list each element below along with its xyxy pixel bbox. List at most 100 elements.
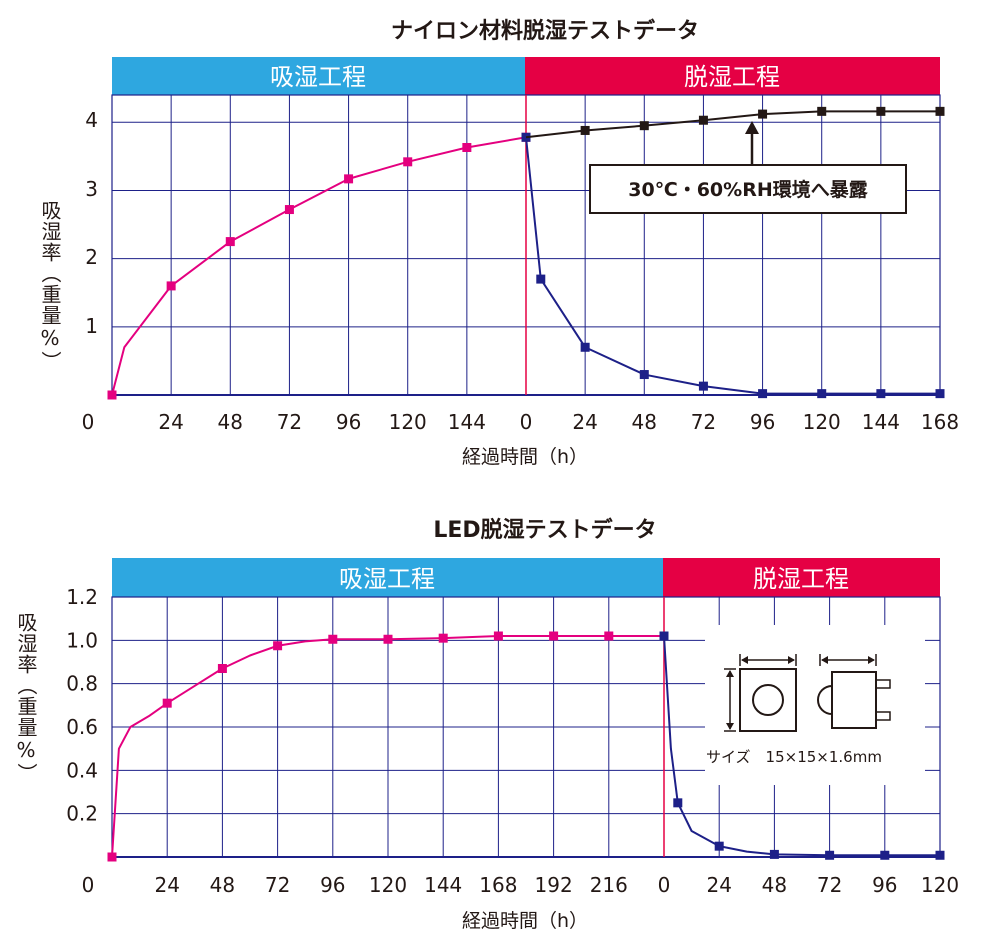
- data-point-marker: [673, 798, 683, 808]
- data-point-marker: [698, 115, 708, 125]
- callout-box: [589, 164, 907, 214]
- data-point-marker: [107, 852, 117, 862]
- data-point-marker: [639, 370, 649, 380]
- led-front-view: [739, 668, 797, 732]
- data-point-marker: [880, 850, 890, 860]
- chart1-zero-label: 0: [82, 410, 95, 434]
- chart1-phase-dry-label: 脱湿工程: [684, 63, 780, 91]
- chart1-ylabel: 吸湿率（重量%）: [38, 200, 62, 372]
- xtick-label: 0: [520, 410, 533, 434]
- data-point-marker: [698, 381, 708, 391]
- xtick-label: 144: [424, 873, 462, 897]
- led-size-inset: サイズ 15×15×1.6mm: [705, 625, 925, 785]
- chart1-xtick-labels: 24 48 72 96 120 144 0 24 48 72 96 120 144 168: [158, 410, 959, 434]
- data-point-marker: [714, 841, 724, 851]
- chart1-phase-dry-band: [525, 57, 940, 95]
- data-point-marker: [639, 121, 649, 131]
- data-point-marker: [876, 106, 886, 116]
- xtick-label: 0: [658, 873, 671, 897]
- xtick-label: 72: [277, 410, 302, 434]
- ytick-label: 1.0: [66, 628, 98, 652]
- data-point-marker: [876, 389, 886, 399]
- xtick-label: 72: [817, 873, 842, 897]
- led-lead-bottom: [875, 711, 891, 721]
- xtick-label: 144: [862, 410, 900, 434]
- data-point-marker: [935, 106, 945, 116]
- xtick-label: 24: [158, 410, 183, 434]
- data-point-marker: [549, 631, 559, 641]
- chart2-xtick-labels: 24 48 72 96 120 144 168 192 216 0 24 48 72 96 120: [154, 873, 959, 897]
- data-point-marker: [273, 641, 283, 651]
- chart2-series: [107, 631, 945, 862]
- dim-arrow-left-icon: [741, 656, 748, 664]
- xtick-label: 96: [872, 873, 897, 897]
- dim-arrow-right-icon: [788, 656, 795, 664]
- xtick-label: 48: [218, 410, 243, 434]
- xtick-label: 24: [572, 410, 597, 434]
- chart2-phase-absorb-band: [112, 558, 663, 597]
- chart1-ytick-3: 3: [85, 177, 98, 201]
- led-side-view: [831, 671, 877, 729]
- data-point-marker: [817, 106, 827, 116]
- dim2-arrow-left-icon: [821, 656, 828, 664]
- xtick-label: 96: [336, 410, 361, 434]
- xtick-label: 96: [750, 410, 775, 434]
- chart1-ytick-4: 4: [85, 108, 98, 132]
- xtick-label: 48: [632, 410, 657, 434]
- chart1-phase-absorb-band: [112, 57, 525, 95]
- callout-arrow-head-icon: [745, 121, 759, 134]
- ytick-label: 0.4: [66, 758, 98, 782]
- xtick-label: 48: [210, 873, 235, 897]
- series-line: [663, 635, 940, 857]
- ytick-label: 1.2: [66, 585, 98, 609]
- chart2-phase-absorb-label: 吸湿工程: [339, 565, 435, 593]
- chart2-ylabel: 吸湿率（重量%）: [14, 612, 38, 784]
- xtick-label: 168: [479, 873, 517, 897]
- dim2-arrow-right-icon: [868, 656, 875, 664]
- data-point-marker: [758, 389, 768, 399]
- data-point-marker: [344, 174, 354, 184]
- xtick-label: 120: [803, 410, 841, 434]
- chart1-series: [107, 106, 945, 400]
- xtick-label: 120: [921, 873, 959, 897]
- led-side-dome-icon: [817, 685, 833, 715]
- data-point-marker: [659, 631, 669, 641]
- data-point-marker: [769, 849, 779, 859]
- data-point-marker: [166, 281, 176, 291]
- data-point-marker: [493, 631, 503, 641]
- ytick-label: 0.8: [66, 672, 98, 696]
- chart2-ytick-labels: 0.2 0.4 0.6 0.8 1.0 1.2: [66, 585, 98, 826]
- data-point-marker: [162, 698, 172, 708]
- chart2-phase-dry-label: 脱湿工程: [753, 565, 849, 593]
- data-point-marker: [383, 634, 393, 644]
- xtick-label: 120: [369, 873, 407, 897]
- data-point-marker: [825, 850, 835, 860]
- inset-size-caption: サイズ 15×15×1.6mm: [706, 748, 882, 766]
- data-point-marker: [604, 631, 614, 641]
- chart2-phase-dry-band: [663, 558, 940, 597]
- chart1-ytick-2: 2: [85, 245, 98, 269]
- chart2-title: LED脱湿テストデータ: [433, 517, 656, 543]
- data-point-marker: [580, 342, 590, 352]
- dim-arrow-down-icon: [726, 723, 734, 730]
- dim-arrow-up-icon: [726, 670, 734, 677]
- xtick-label: 168: [921, 410, 959, 434]
- data-point-marker: [217, 664, 227, 673]
- data-point-marker: [935, 850, 945, 860]
- data-point-marker: [328, 634, 338, 644]
- data-point-marker: [225, 237, 235, 247]
- xtick-label: 144: [448, 410, 486, 434]
- data-point-marker: [403, 157, 413, 167]
- chart1-ytick-1: 1: [85, 314, 98, 338]
- data-point-marker: [536, 274, 546, 284]
- xtick-label: 72: [265, 873, 290, 897]
- led-lens-icon: [752, 684, 784, 716]
- data-point-marker: [284, 205, 294, 215]
- data-point-marker: [935, 389, 945, 399]
- ytick-label: 0.6: [66, 715, 98, 739]
- chart1-title: ナイロン材料脱湿テストデータ: [391, 18, 699, 44]
- callout-text: 30℃・60%RH環境へ暴露: [628, 178, 868, 201]
- xtick-label: 192: [535, 873, 573, 897]
- xtick-label: 24: [154, 873, 179, 897]
